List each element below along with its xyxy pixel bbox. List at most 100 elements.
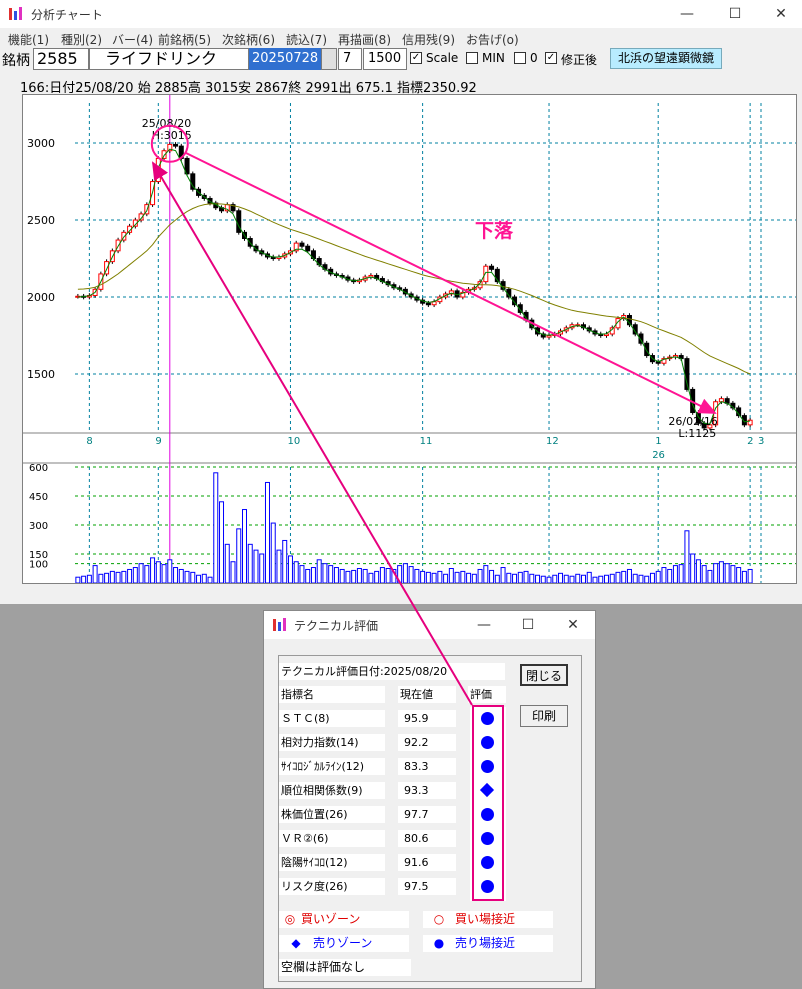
tech-minimize-button[interactable]: —: [477, 617, 491, 633]
app-logo-icon: [9, 7, 22, 20]
volume-bar: [471, 573, 477, 584]
menu-margin[interactable]: 信用残(9): [402, 33, 455, 47]
close-eval-button[interactable]: 閉じる: [520, 664, 568, 686]
volume-bar: [672, 565, 678, 584]
volume-bar: [586, 571, 592, 584]
volume-bar: [150, 557, 156, 584]
volume-bar: [609, 573, 615, 584]
buy-near-icon: ○: [433, 912, 445, 926]
volume-bar: [506, 572, 512, 584]
menu-function[interactable]: 機能(1): [8, 33, 49, 47]
volume-bar: [264, 481, 270, 584]
volume-bar: [374, 570, 380, 584]
volume-bar: [104, 572, 110, 584]
volume-bar: [109, 570, 115, 584]
down-candle: [741, 415, 747, 426]
stock-name-field: ライフドリンク: [89, 48, 249, 70]
legend-sell-zone: ◆ 売りゾーン: [279, 935, 409, 952]
year-label: 26: [652, 450, 665, 461]
telescope-microscope-button[interactable]: 北浜の望遠顕微鏡: [610, 48, 722, 69]
volume-bar: [253, 549, 259, 584]
sell-near-icon: [481, 856, 494, 869]
volume-bar: [546, 576, 552, 584]
volume-bar: [322, 563, 328, 584]
volume-bar: [747, 568, 753, 584]
up-candle: [661, 358, 667, 364]
month-tick-label: 12: [546, 436, 559, 447]
month-tick-label: 10: [287, 436, 300, 447]
sell-near-legend-icon: ●: [433, 936, 445, 950]
volume-bar: [259, 553, 265, 584]
date-field[interactable]: 20250728: [249, 48, 321, 70]
up-candle: [104, 261, 110, 275]
volume-bar: [512, 573, 518, 584]
stock-code-field[interactable]: 2585: [33, 48, 89, 70]
minimize-button[interactable]: —: [680, 6, 694, 22]
menu-type[interactable]: 種別(2): [61, 33, 102, 47]
sell-near-icon: [481, 736, 494, 749]
month-tick-label: 1: [655, 436, 661, 447]
volume-bar: [437, 570, 443, 584]
print-button[interactable]: 印刷: [520, 705, 568, 727]
adjusted-checkbox[interactable]: ✓: [545, 52, 557, 64]
close-button[interactable]: ✕: [775, 6, 787, 22]
legend-buy-near: ○ 買い場接近: [423, 911, 553, 928]
volume-bar: [690, 553, 696, 584]
volume-bar: [730, 565, 736, 584]
volume-bar: [173, 567, 179, 584]
up-candle: [615, 318, 621, 329]
low-value-label: L:1125: [678, 427, 716, 440]
legend-sell-zone-label: 売りゾーン: [313, 936, 373, 950]
ohlc-info-line: 166:日付25/08/20 始 2885高 3015安 2867終 2991出…: [20, 81, 477, 96]
period-field[interactable]: 7: [338, 48, 362, 70]
volume-bar: [305, 568, 311, 584]
long-moving-average-line: [77, 203, 751, 375]
down-candle: [494, 268, 500, 283]
menu-oracle[interactable]: お告げ(o): [466, 33, 519, 47]
volume-bar: [127, 568, 133, 584]
zero-checkbox[interactable]: [514, 52, 526, 64]
volume-tick-label: 100: [29, 560, 48, 571]
up-candle: [483, 265, 489, 283]
volume-bar: [144, 565, 150, 584]
menu-bar-type[interactable]: バー(4): [112, 33, 153, 47]
app-logo-icon: [273, 618, 286, 631]
volume-bar: [529, 573, 535, 584]
down-candle: [540, 333, 546, 338]
tech-close-button[interactable]: ✕: [567, 617, 579, 633]
volume-bar: [483, 565, 489, 584]
volume-bar: [196, 574, 202, 584]
volume-tick-label: 450: [29, 492, 48, 503]
volume-bar: [287, 555, 293, 584]
volume-bar: [638, 574, 644, 584]
count-field[interactable]: 1500: [363, 48, 407, 70]
menu-next-stock[interactable]: 次銘柄(6): [222, 33, 275, 47]
volume-bar: [356, 568, 362, 584]
volume-bar: [477, 568, 483, 584]
tech-maximize-button[interactable]: ☐: [521, 617, 535, 633]
date-spinner[interactable]: [321, 48, 337, 70]
buy-zone-icon: ◎: [284, 912, 296, 926]
volume-bar: [115, 571, 121, 584]
maximize-button[interactable]: ☐: [728, 6, 742, 22]
volume-bar: [328, 565, 334, 584]
volume-bar: [184, 570, 190, 584]
up-candle: [167, 143, 173, 152]
up-candle: [138, 213, 144, 221]
down-candle: [512, 296, 518, 306]
menu-load[interactable]: 読込(7): [286, 33, 327, 47]
volume-bar: [161, 564, 167, 584]
volume-bar: [368, 572, 374, 584]
menu-redraw[interactable]: 再描画(8): [338, 33, 391, 47]
peak-date-label: 25/08/20: [142, 117, 191, 130]
indicator-name: 順位相関係数(9): [279, 782, 385, 799]
volume-bar: [563, 574, 569, 584]
volume-bar: [598, 575, 604, 584]
scale-checkbox[interactable]: ✓: [410, 52, 422, 64]
volume-bar: [695, 559, 701, 584]
min-checkbox[interactable]: [466, 52, 478, 64]
stock-label: 銘柄: [2, 53, 30, 69]
volume-bar: [661, 567, 667, 584]
volume-bar: [626, 568, 632, 584]
menu-prev-stock[interactable]: 前銘柄(5): [158, 33, 211, 47]
